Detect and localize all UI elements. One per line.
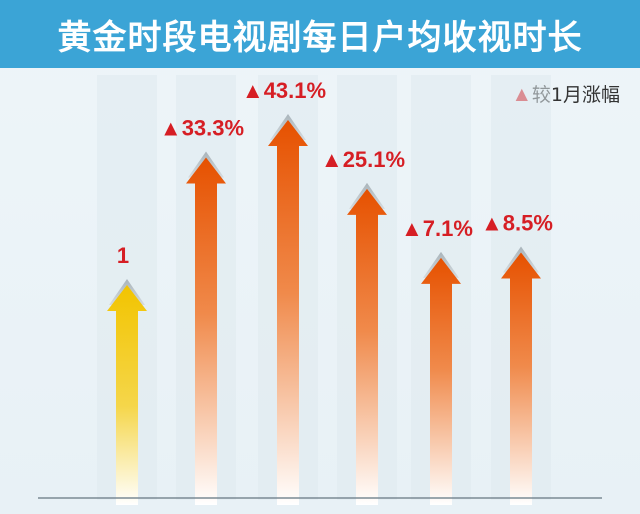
data-label: ▲7.1%	[401, 216, 473, 241]
bar-growth	[268, 120, 308, 505]
bar-growth	[421, 257, 461, 505]
data-label: 1	[117, 243, 129, 268]
data-label: ▲33.3%	[160, 116, 244, 141]
chart-title: 黄金时段电视剧每日户均收视时长	[57, 17, 583, 58]
data-label: ▲25.1%	[321, 147, 405, 172]
data-label: ▲43.1%	[242, 78, 326, 103]
data-label: ▲8.5%	[481, 210, 553, 235]
title-bar: 黄金时段电视剧每日户均收视时长	[0, 0, 640, 68]
bar-growth	[501, 252, 541, 505]
bar-growth	[347, 188, 387, 505]
legend-label: 较1月涨幅	[531, 84, 620, 106]
bar-growth	[186, 157, 226, 505]
bar-baseline-month	[107, 285, 147, 505]
